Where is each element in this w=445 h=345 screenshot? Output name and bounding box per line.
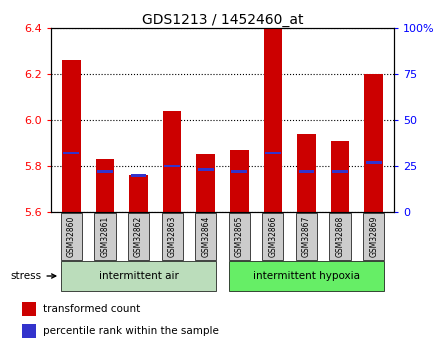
Bar [22,324,36,338]
Bar [22,302,36,316]
Bar [299,170,314,173]
Bar [231,170,247,173]
Text: GSM32868: GSM32868 [336,216,344,257]
FancyBboxPatch shape [363,213,384,260]
Text: GSM32862: GSM32862 [134,216,143,257]
FancyBboxPatch shape [296,213,317,260]
FancyBboxPatch shape [61,261,216,291]
Bar [366,161,381,164]
Title: GDS1213 / 1452460_at: GDS1213 / 1452460_at [142,12,303,27]
Bar [297,134,316,212]
Text: GSM32865: GSM32865 [235,216,244,257]
Bar [163,111,182,212]
Text: GSM32860: GSM32860 [67,216,76,257]
Bar [230,150,249,212]
Text: GSM32866: GSM32866 [268,216,277,257]
Text: intermittent hypoxia: intermittent hypoxia [253,271,360,281]
Text: GSM32863: GSM32863 [168,216,177,257]
Bar [64,152,79,155]
Text: percentile rank within the sample: percentile rank within the sample [43,326,218,336]
Bar [198,168,214,171]
FancyBboxPatch shape [229,213,250,260]
FancyBboxPatch shape [229,261,384,291]
FancyBboxPatch shape [162,213,183,260]
FancyBboxPatch shape [195,213,216,260]
Bar [129,175,148,212]
Text: GSM32867: GSM32867 [302,216,311,257]
Text: transformed count: transformed count [43,304,140,314]
Text: GSM32864: GSM32864 [201,216,210,257]
Text: intermittent air: intermittent air [99,271,178,281]
Bar [131,174,146,177]
Text: stress: stress [10,271,56,281]
Bar [332,170,348,173]
FancyBboxPatch shape [61,213,82,260]
Bar [263,28,282,212]
Bar [62,60,81,212]
FancyBboxPatch shape [262,213,283,260]
FancyBboxPatch shape [94,213,116,260]
Bar [265,152,281,155]
Text: GSM32861: GSM32861 [101,216,109,257]
Bar [164,165,180,167]
Bar [96,159,114,212]
Bar [331,141,349,212]
Bar [196,155,215,212]
Text: GSM32869: GSM32869 [369,216,378,257]
Bar [364,74,383,212]
FancyBboxPatch shape [329,213,351,260]
FancyBboxPatch shape [128,213,149,260]
Bar [97,170,113,173]
